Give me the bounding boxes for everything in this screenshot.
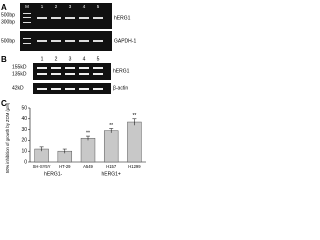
x-tick-label: SH-SY5Y [33, 164, 51, 169]
band-label: hERG1 [113, 68, 130, 74]
bar [80, 137, 96, 163]
error-bar [39, 146, 44, 152]
x-tick-label: HT-29 [59, 164, 71, 169]
lane-label: 2 [55, 56, 58, 62]
error-bar [62, 148, 67, 154]
group-label: hERG1+ [102, 171, 121, 177]
y-tick-label: 20 [21, 138, 27, 144]
gel [20, 3, 112, 29]
lane-label: 4 [83, 56, 86, 62]
lane-label: 5 [97, 4, 100, 9]
bands [37, 67, 103, 90]
annotation: ** [109, 123, 113, 129]
lane-label: 3 [69, 56, 72, 62]
marker: 300bp [1, 19, 15, 25]
lane-label: 3 [69, 4, 72, 9]
band-label: β-actin [113, 85, 128, 91]
y-tick-label: 50 [21, 105, 27, 111]
marker: 155kD [12, 64, 27, 70]
marker: 135kD [12, 71, 27, 77]
lane-label: 2 [55, 4, 58, 9]
y-tick-label: 30 [21, 127, 27, 133]
panel-label: C [1, 99, 7, 108]
bar [103, 130, 119, 163]
group-label: hERG1- [44, 171, 62, 177]
x-tick-label: A549 [83, 164, 93, 169]
annotation: ** [132, 113, 136, 119]
y-tick-label: 40 [21, 116, 27, 122]
lane-label: M [25, 4, 29, 9]
y-tick-label: 0 [24, 159, 27, 165]
lane-label: 5 [97, 56, 100, 62]
page: A M 1 2 3 4 5 500bp 300bp 500bp hERG1 GA… [1, 3, 146, 178]
lane-label: 1 [41, 56, 44, 62]
band-label: GAPDH-1 [114, 38, 136, 44]
panel-label: A [1, 3, 7, 12]
annotation: ** [86, 130, 90, 136]
marker: 500bp [1, 38, 15, 44]
y-tick-label: 10 [21, 149, 27, 155]
panel-label: B [1, 55, 7, 64]
bands [23, 13, 103, 44]
error-bar [86, 135, 90, 141]
band-label: hERG1 [114, 15, 131, 21]
marker: 42kD [12, 85, 24, 91]
y-axis-label: 50% inhibition of growth by ZOM (µM) [5, 102, 10, 173]
bar [127, 121, 142, 163]
error-bar [109, 128, 114, 133]
lane-label: 4 [83, 4, 86, 9]
blot [33, 63, 111, 80]
figure: A M 1 2 3 4 5 500bp 300bp 500bp hERG1 GA… [1, 3, 146, 177]
x-tick-label: H1299 [128, 164, 141, 169]
lane-label: 1 [41, 4, 44, 9]
error-bar [132, 118, 137, 126]
x-tick-label: H157 [106, 164, 117, 169]
marker: 500bp [1, 12, 15, 18]
